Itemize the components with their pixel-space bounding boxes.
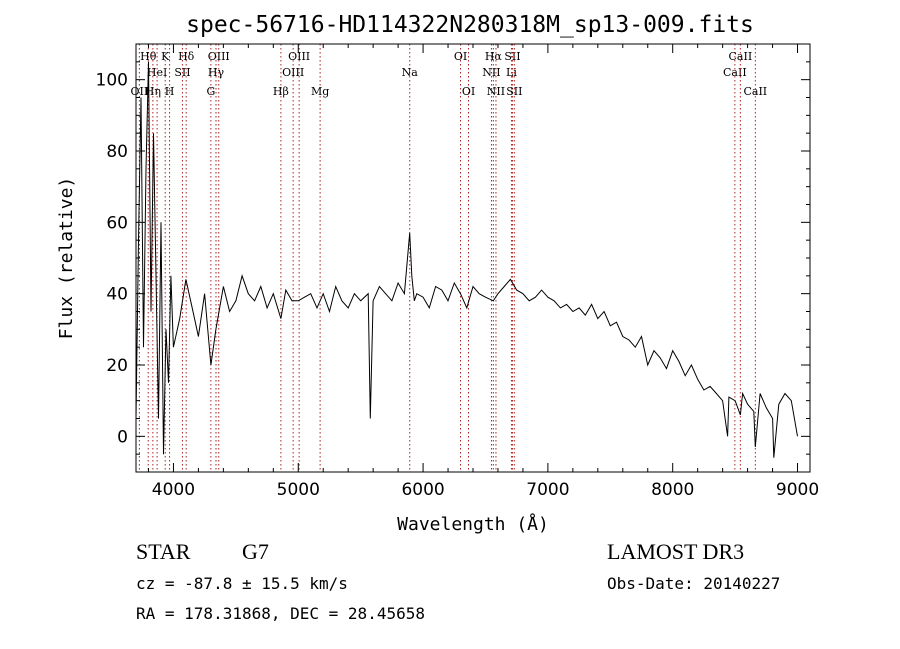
object-class: STAR [136, 539, 191, 564]
line-label-18: NII [482, 66, 500, 79]
obs-date: Obs-Date: 20140227 [607, 574, 781, 593]
survey-name: LAMOST DR3 [607, 539, 745, 564]
line-label-16: OI [454, 50, 467, 63]
spectrum-series [136, 61, 798, 458]
line-label-4: K [161, 50, 170, 63]
line-label-9: Hγ [208, 66, 225, 79]
line-label-26: CaII [743, 85, 767, 98]
object-subclass: G7 [242, 539, 269, 564]
x-tick-label-3: 7000 [526, 480, 569, 500]
line-label-23: SII [506, 85, 522, 98]
spectral-line-markers: OII Hθ Hη HeI K H SII Hδ G Hγ OIII Hβ OIII OIII Mg Na OI… [131, 44, 767, 472]
y-tick-label-4: 80 [106, 142, 128, 162]
line-label-14: Mg [311, 85, 329, 98]
line-label-5: H [165, 85, 175, 98]
axis-ticks: 4000 5000 6000 7000 8000 9000 0 20 40 60 80 100 [96, 43, 819, 500]
line-label-2: Hη [145, 85, 161, 98]
line-label-17: OI [462, 85, 475, 98]
y-tick-label-1: 20 [106, 356, 128, 376]
line-label-12: OIII [282, 66, 304, 79]
line-label-25: CaII [729, 50, 753, 63]
y-tick-label-3: 60 [106, 213, 128, 233]
x-tick-label-4: 8000 [651, 480, 694, 500]
x-tick-label-0: 4000 [152, 480, 195, 500]
ra-dec: RA = 178.31868, DEC = 28.45658 [136, 604, 425, 623]
chart-title: spec-56716-HD114322N280318M_sp13-009.fit… [186, 12, 754, 38]
x-tick-label-5: 9000 [776, 480, 819, 500]
y-tick-label-2: 40 [106, 285, 128, 305]
x-axis-label: Wavelength (Å) [397, 513, 549, 535]
line-label-10: OIII [208, 50, 230, 63]
line-label-1: Hθ [140, 50, 157, 63]
line-label-13: OIII [288, 50, 310, 63]
x-tick-label-1: 5000 [277, 480, 320, 500]
series-flux [136, 61, 798, 458]
line-label-11: Hβ [273, 85, 289, 98]
y-tick-label-5: 100 [96, 71, 128, 91]
x-tick-label-2: 6000 [401, 480, 444, 500]
line-label-6: SII [174, 66, 190, 79]
line-label-19: Hα [485, 50, 503, 63]
spectrum-chart: spec-56716-HD114322N280318M_sp13-009.fit… [56, 12, 819, 535]
line-label-24: CaII [723, 66, 747, 79]
line-label-8: G [206, 85, 215, 98]
line-label-20: NII [487, 85, 505, 98]
redshift-cz: cz = -87.8 ± 15.5 km/s [136, 574, 348, 593]
line-label-0: OII [131, 85, 149, 98]
line-label-22: SII [504, 50, 520, 63]
line-label-3: HeI [147, 66, 167, 79]
y-axis-label: Flux (relative) [56, 177, 77, 340]
line-label-21: Li [506, 66, 517, 79]
plot-frame [135, 43, 811, 473]
line-label-7: Hδ [178, 50, 195, 63]
y-tick-label-0: 0 [117, 427, 128, 447]
line-label-15: Na [402, 66, 419, 79]
